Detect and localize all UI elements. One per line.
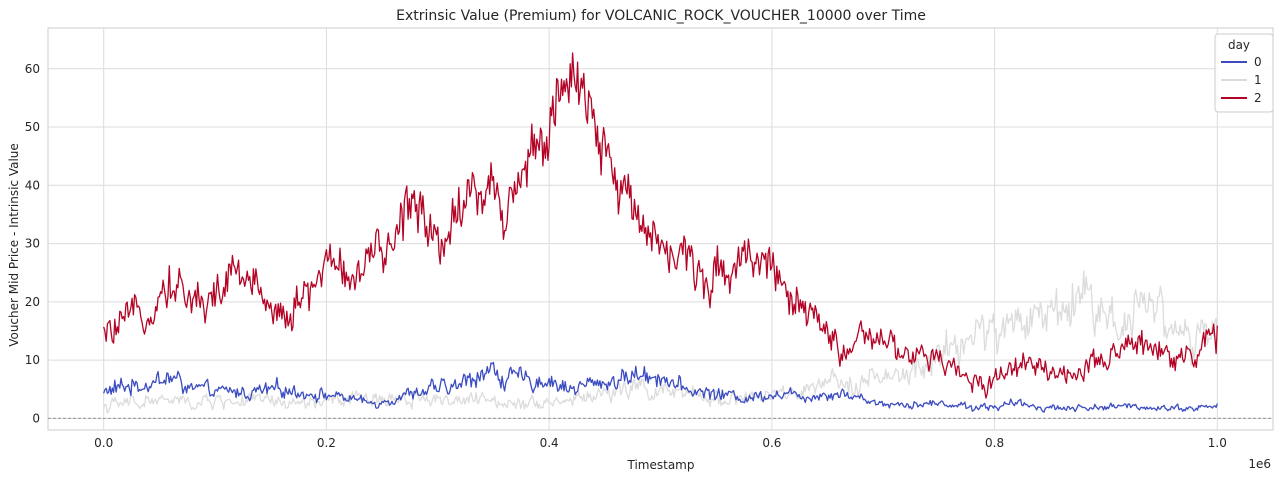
y-tick-label: 30 xyxy=(25,237,40,251)
x-tick-label: 1.0 xyxy=(1208,436,1227,450)
x-axis-ticks: 0.0 0.2 0.4 0.6 0.8 1.0 xyxy=(94,436,1227,450)
y-tick-label: 60 xyxy=(25,62,40,76)
x-tick-label: 0.0 xyxy=(94,436,113,450)
legend: day 0 1 2 xyxy=(1214,33,1274,113)
x-tick-label: 0.8 xyxy=(985,436,1004,450)
x-axis-label: Timestamp xyxy=(627,458,695,472)
y-tick-label: 10 xyxy=(25,353,40,367)
series-line-day-1 xyxy=(103,270,1218,414)
x-tick-label: 0.6 xyxy=(762,436,781,450)
legend-label-day-0: 0 xyxy=(1254,55,1262,69)
plot-background xyxy=(47,27,1274,431)
plot-area xyxy=(47,27,1274,431)
series-line-day-2 xyxy=(103,52,1218,399)
legend-label-day-2: 2 xyxy=(1254,91,1262,105)
legend-box xyxy=(1214,33,1274,113)
legend-label-day-1: 1 xyxy=(1254,73,1262,87)
x-axis-offset-label: 1e6 xyxy=(1248,457,1271,471)
x-tick-label: 0.4 xyxy=(540,436,559,450)
x-tick-label: 0.2 xyxy=(317,436,336,450)
legend-title: day xyxy=(1228,38,1250,52)
y-axis-label: Voucher Mid Price - Intrinsic Value xyxy=(7,143,21,347)
series-layer xyxy=(103,52,1218,414)
y-tick-label: 0 xyxy=(32,411,40,425)
y-tick-label: 50 xyxy=(25,120,40,134)
y-axis-ticks: 0 10 20 30 40 50 60 xyxy=(25,62,40,426)
chart-title: Extrinsic Value (Premium) for VOLCANIC_R… xyxy=(396,8,926,24)
y-tick-label: 20 xyxy=(25,295,40,309)
legend-items: 0 1 2 xyxy=(1221,55,1262,105)
y-tick-label: 40 xyxy=(25,178,40,192)
series-line-day-0 xyxy=(103,361,1218,413)
